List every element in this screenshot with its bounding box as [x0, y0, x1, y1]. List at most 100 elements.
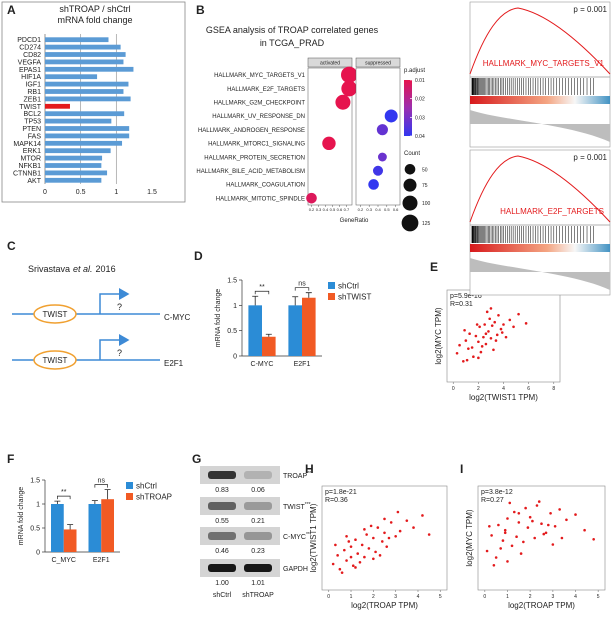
citation: Srivastava et al. 2016 — [28, 264, 116, 274]
y-tick-label: EPAS1 — [19, 67, 41, 74]
colorbar-label: 0.04 — [415, 134, 425, 140]
x-tick-label: 4 — [502, 386, 505, 392]
band-quantity: 1.00 — [215, 580, 229, 587]
y-tick-label: 1 — [233, 303, 237, 310]
point — [488, 317, 491, 321]
x-tick-label: 0 — [327, 594, 330, 600]
x-tick-label: E2F1 — [93, 557, 110, 564]
point — [479, 350, 483, 354]
point — [372, 557, 375, 561]
y-tick-label: AKT — [27, 178, 41, 185]
panel-a-frame — [1, 1, 186, 203]
point — [467, 347, 470, 350]
blot-band — [244, 532, 272, 540]
panel-label: E — [430, 260, 438, 274]
citation-year: 2016 — [96, 264, 116, 274]
bar — [101, 499, 114, 552]
point — [547, 523, 550, 527]
band-stars: ** — [306, 532, 310, 538]
x-tick-label: 8 — [552, 386, 555, 392]
significance-label: ** — [61, 489, 67, 496]
point — [347, 540, 351, 543]
point — [360, 543, 364, 547]
point — [363, 528, 366, 531]
legend-swatch — [328, 282, 335, 289]
significance-bracket — [254, 290, 270, 295]
bar — [45, 66, 134, 72]
size-key — [404, 164, 416, 175]
point — [385, 545, 389, 548]
x-tick-label: 1 — [350, 594, 353, 600]
point — [490, 324, 494, 327]
y-tick-label: HALLMARK_E2F_TARGETS — [227, 87, 305, 93]
point — [517, 312, 520, 316]
legend-swatch — [126, 493, 133, 500]
bar — [45, 52, 126, 57]
y-tick-label: PTEN — [22, 126, 41, 133]
chart-title: shTROAP / shCtrl — [59, 4, 130, 14]
point — [531, 519, 534, 523]
size-key — [403, 178, 417, 192]
x-axis-title: GeneRatio — [340, 218, 369, 224]
size-label: 100 — [422, 201, 431, 207]
x-tick-label: 0.4 — [323, 207, 329, 212]
panel-label: D — [194, 249, 203, 263]
y-tick-label: RB1 — [27, 89, 41, 96]
y-tick-label: HALLMARK_ANDROGEN_RESPONSE — [198, 128, 305, 134]
blot-band — [208, 471, 236, 479]
point — [354, 538, 357, 542]
y-tick-label: VEGFA — [18, 59, 42, 66]
bar — [88, 504, 102, 552]
point — [490, 534, 493, 537]
target-label: C-MYC — [164, 313, 190, 322]
rank-band — [470, 96, 610, 104]
bar — [45, 126, 130, 131]
point — [470, 346, 474, 349]
y-tick-label: ZEB1 — [23, 96, 41, 103]
point — [462, 360, 465, 363]
band-quantity: 0.83 — [215, 487, 229, 494]
y-tick-label: 1 — [36, 502, 40, 509]
bar — [45, 111, 125, 117]
facet-label: activated — [320, 61, 340, 67]
bar — [45, 163, 102, 168]
point — [484, 342, 488, 346]
point — [485, 549, 489, 553]
band-quantity: 1.01 — [251, 580, 265, 587]
point — [349, 545, 353, 548]
band-stars: ** — [307, 471, 311, 477]
x-tick-label: 0.3 — [316, 207, 322, 212]
diagram: Srivastava et al. 2016 TWIST ? C-MYC TWIST… — [12, 264, 190, 370]
x-tick-label: 0.5 — [330, 207, 336, 212]
y-tick-label: TWIST — [19, 104, 41, 111]
point — [526, 526, 530, 529]
lane-label: shTROAP — [242, 592, 274, 599]
y-tick-label: 0 — [233, 354, 237, 361]
bar — [45, 177, 102, 183]
point — [472, 355, 475, 359]
y-tick-label: NFKB1 — [18, 163, 41, 170]
point — [349, 555, 353, 559]
blot-background — [200, 527, 280, 545]
x-tick-label: 0.5 — [76, 189, 86, 196]
x-tick-label: 0.6 — [337, 207, 343, 212]
blot-band — [208, 564, 236, 572]
point — [494, 556, 498, 559]
legend-title: Count — [404, 151, 420, 157]
promoter-arrow — [99, 334, 130, 360]
ranked-metric — [470, 258, 610, 290]
dot — [340, 66, 358, 84]
point — [405, 519, 409, 522]
point — [351, 564, 355, 568]
point — [512, 510, 516, 514]
point — [497, 523, 500, 527]
lane-label: shCtrl — [213, 592, 232, 599]
point — [465, 358, 469, 362]
point — [455, 351, 459, 355]
y-tick-label: IGF1 — [25, 82, 41, 89]
x-tick-label: 0.6 — [393, 207, 399, 212]
y-tick-label: 0.5 — [227, 328, 237, 335]
bar — [45, 103, 70, 109]
point — [524, 322, 528, 325]
